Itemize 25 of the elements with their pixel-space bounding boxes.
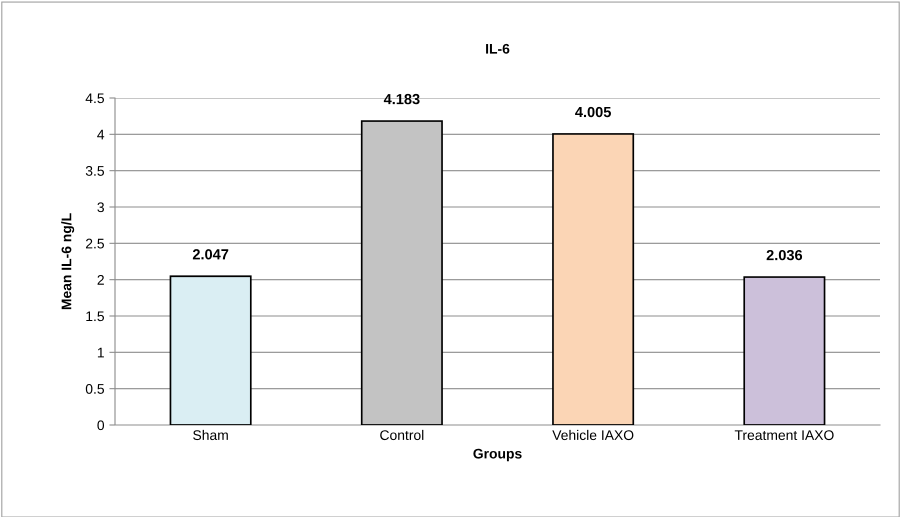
x-tick-label: Sham [193, 430, 228, 440]
bar [552, 133, 634, 425]
y-axis-title: Mean IL-6 ng/L [61, 213, 74, 310]
bar [743, 276, 826, 425]
data-label: 4.183 [384, 94, 420, 104]
data-label: 4.005 [575, 106, 611, 118]
y-tick-label: 0 [97, 420, 104, 430]
bar [170, 275, 252, 425]
chart-title: IL-6 [486, 44, 510, 54]
data-label: 2.047 [192, 249, 228, 260]
y-tick-label: 1 [98, 348, 104, 358]
y-tick-label: 3 [97, 202, 104, 212]
y-tick-label: 4 [97, 130, 104, 140]
y-tick-label: 0.5 [86, 384, 104, 394]
x-tick-label: Control [380, 430, 424, 440]
y-tick-label: 2 [98, 275, 104, 285]
y-tick-label: 1.5 [86, 311, 104, 322]
bar [360, 120, 443, 425]
y-tick-label: 4.5 [86, 93, 104, 104]
x-tick-label: Treatment IAXO [734, 430, 834, 440]
x-axis-title: Groups [473, 448, 522, 462]
x-tick-label: Vehicle IAXO [552, 430, 634, 440]
data-label: 2.036 [766, 250, 802, 260]
y-tick-label: 2.5 [86, 238, 104, 249]
y-tick-label: 3.5 [86, 166, 104, 176]
